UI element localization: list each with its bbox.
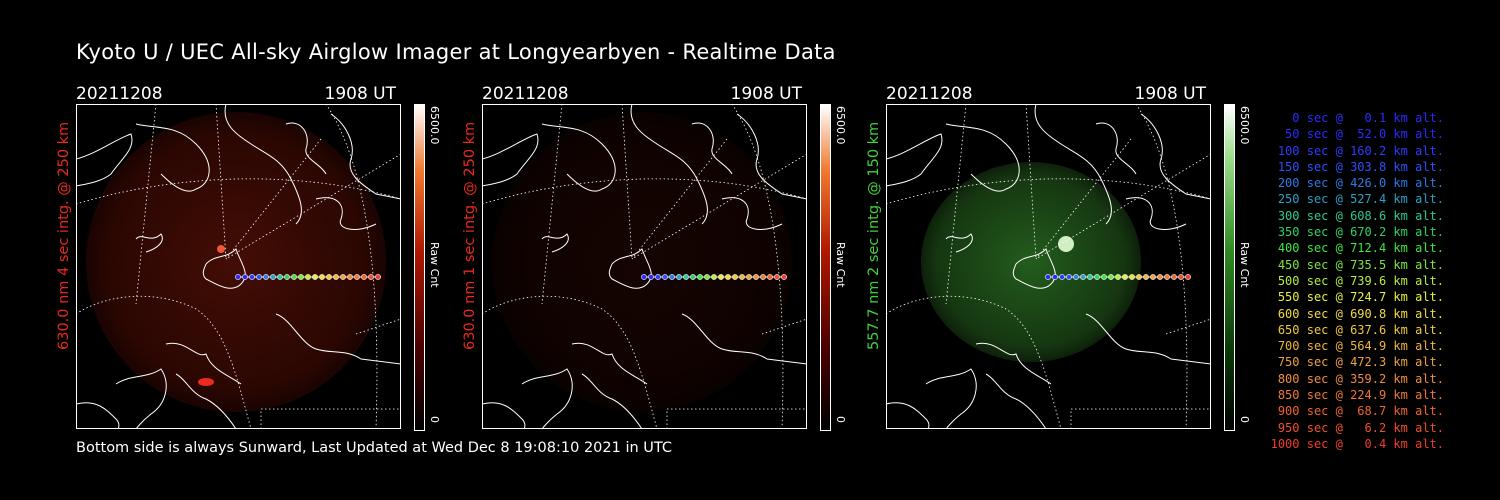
panel-1-ylabel: 630.0 nm 4 sec intg. @ 250 km (56, 121, 72, 351)
legend-entry: 1000 sec @ 0.4 km alt. (1270, 436, 1444, 451)
legend-entry: 150 sec @ 303.8 km alt. (1277, 159, 1444, 174)
panel-3: 20211208 1908 UT 6500.0 Raw Cnt 0 (886, 84, 1286, 434)
colorbar-max: 6500.0 (428, 106, 441, 145)
colorbar-max: 6500.0 (1238, 106, 1251, 145)
allsky-map (886, 104, 1211, 429)
panel-date: 20211208 (886, 84, 973, 104)
legend-entry: 500 sec @ 739.6 km alt. (1277, 273, 1444, 288)
panel-time: 1908 UT (1134, 84, 1207, 104)
panel-2: 20211208 1908 UT 6500.0 Raw Cnt 0 (482, 84, 882, 434)
colorbar-min: 0 (834, 416, 847, 423)
legend-entry: 250 sec @ 527.4 km alt. (1277, 192, 1444, 207)
colorbar (820, 104, 831, 431)
colorbar-min: 0 (1238, 416, 1251, 423)
colorbar-unit: Raw Cnt (834, 242, 847, 288)
allsky-map (76, 104, 401, 429)
legend-entry: 600 sec @ 690.8 km alt. (1277, 306, 1444, 321)
legend-entry: 100 sec @ 160.2 km alt. (1277, 143, 1444, 158)
legend-entry: 950 sec @ 6.2 km alt. (1277, 420, 1444, 435)
legend-entry: 400 sec @ 712.4 km alt. (1277, 241, 1444, 256)
colorbar-unit: Raw Cnt (1238, 242, 1251, 288)
colorbar-unit: Raw Cnt (428, 242, 441, 288)
legend-entry: 50 sec @ 52.0 km alt. (1285, 127, 1444, 142)
legend-entry: 300 sec @ 608.6 km alt. (1277, 208, 1444, 223)
colorbar (1224, 104, 1235, 431)
panel-time: 1908 UT (730, 84, 803, 104)
page-title: Kyoto U / UEC All-sky Airglow Imager at … (76, 40, 836, 64)
legend-entry: 200 sec @ 426.0 km alt. (1277, 176, 1444, 191)
panel-date: 20211208 (76, 84, 163, 104)
allsky-map (482, 104, 807, 429)
colorbar-min: 0 (428, 416, 441, 423)
altitude-legend: 0 sec @ 0.1 km alt. 50 sec @ 52.0 km alt.… (1262, 110, 1444, 452)
colorbar-max: 6500.0 (834, 106, 847, 145)
legend-entry: 650 sec @ 637.6 km alt. (1277, 322, 1444, 337)
legend-entry: 850 sec @ 224.9 km alt. (1277, 388, 1444, 403)
panel-time: 1908 UT (324, 84, 397, 104)
legend-entry: 550 sec @ 724.7 km alt. (1277, 290, 1444, 305)
legend-entry: 700 sec @ 564.9 km alt. (1277, 339, 1444, 354)
panel-date: 20211208 (482, 84, 569, 104)
legend-entry: 0 sec @ 0.1 km alt. (1292, 111, 1444, 125)
footer-note: Bottom side is always Sunward, Last Upda… (76, 440, 673, 456)
legend-entry: 750 sec @ 472.3 km alt. (1277, 355, 1444, 370)
legend-entry: 450 sec @ 735.5 km alt. (1277, 257, 1444, 272)
legend-entry: 350 sec @ 670.2 km alt. (1277, 225, 1444, 240)
panel-1: 20211208 1908 UT 6500.0 Raw Cnt 0 (76, 84, 476, 434)
legend-entry: 800 sec @ 359.2 km alt. (1277, 371, 1444, 386)
colorbar (414, 104, 425, 431)
legend-entry: 900 sec @ 68.7 km alt. (1277, 404, 1444, 419)
